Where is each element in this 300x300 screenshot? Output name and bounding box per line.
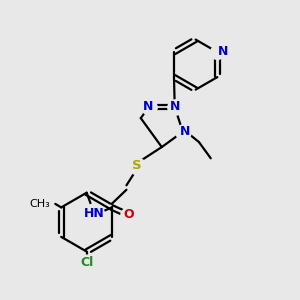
Text: S: S — [132, 159, 142, 172]
Text: N: N — [143, 100, 153, 113]
Text: N: N — [170, 100, 181, 113]
Text: CH₃: CH₃ — [29, 199, 50, 209]
Text: N: N — [218, 45, 228, 58]
Text: N: N — [180, 125, 190, 138]
Text: Cl: Cl — [80, 256, 93, 269]
Text: HN: HN — [84, 206, 104, 220]
Text: O: O — [123, 208, 134, 221]
